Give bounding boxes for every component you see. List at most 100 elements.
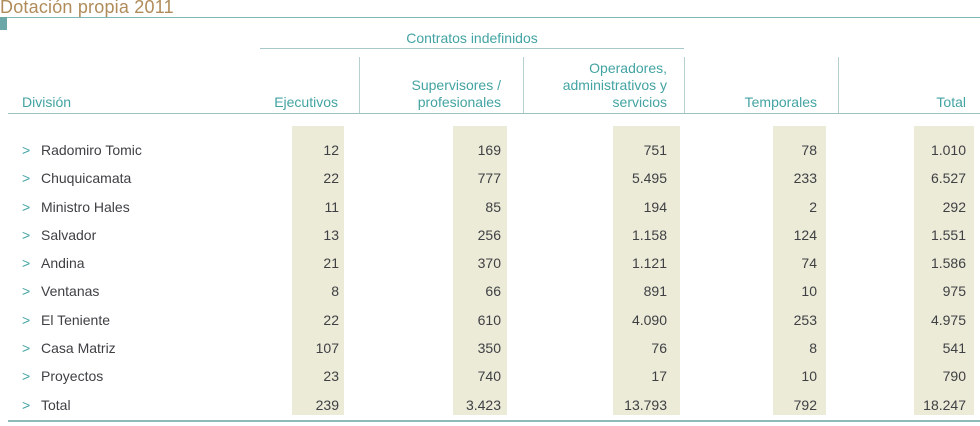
- division-name: Ministro Hales: [41, 198, 130, 215]
- cell-temporales: 233: [793, 170, 817, 187]
- row-arrow-icon: >: [22, 311, 31, 328]
- row-arrow-icon: >: [22, 255, 31, 272]
- row-arrow-icon: >: [22, 198, 31, 215]
- row-arrow-icon: >: [22, 283, 31, 300]
- column-separator: [684, 57, 685, 114]
- header-ejecutivos: Ejecutivos: [274, 94, 338, 110]
- cell-temporales: 792: [793, 396, 817, 413]
- header-operadores-line1: Operadores,: [589, 60, 667, 76]
- row-arrow-icon: >: [22, 368, 31, 385]
- table-row: > Andina 21 370 1.121 74 1.586: [0, 250, 980, 278]
- division-name: Total: [41, 396, 71, 413]
- division-name: Radomiro Tomic: [41, 142, 142, 158]
- header-rule: [8, 113, 980, 114]
- cell-total: 18.247: [923, 396, 966, 413]
- corner-tab: [0, 17, 7, 30]
- table-row: > Chuquicamata 22 777 5.495 233 6.527: [0, 165, 980, 193]
- cream-column-ejecutivos: [292, 126, 344, 415]
- cell-operadores: 1.121: [631, 255, 667, 272]
- row-arrow-icon: >: [22, 142, 31, 158]
- division-name: Salvador: [41, 226, 97, 243]
- cell-ejecutivos: 11: [324, 198, 339, 215]
- group-rule: [260, 48, 684, 49]
- table-row: > Casa Matriz 107 350 76 8 541: [0, 335, 980, 363]
- division-name: Ventanas: [41, 283, 100, 300]
- table-row: > Proyectos 23 740 17 10 790: [0, 363, 980, 391]
- header-division: División: [22, 94, 72, 110]
- cell-operadores: 891: [643, 283, 667, 300]
- table-row: > Total 239 3.423 13.793 792 18.247: [0, 392, 980, 420]
- cream-column-total: [914, 126, 974, 415]
- cell-supervisores: 370: [477, 255, 501, 272]
- cell-operadores: 13.793: [624, 396, 667, 413]
- page-title: Dotación propia 2011: [0, 0, 174, 17]
- cell-total: 292: [942, 198, 966, 215]
- cell-operadores: 4.090: [631, 311, 667, 328]
- cell-temporales: 74: [801, 255, 817, 272]
- cell-ejecutivos: 13: [323, 226, 339, 243]
- header-supervisores-line1: Supervisores /: [411, 77, 501, 93]
- cell-supervisores: 85: [485, 198, 501, 215]
- header-operadores-line2: administrativos y: [562, 77, 667, 93]
- row-arrow-icon: >: [22, 340, 31, 357]
- division-name: Chuquicamata: [41, 170, 132, 187]
- cell-total: 790: [942, 368, 966, 385]
- group-header: Contratos indefinidos: [406, 30, 538, 46]
- cell-total: 4.975: [930, 311, 966, 328]
- cell-temporales: 124: [793, 226, 817, 243]
- cell-temporales: 10: [801, 283, 817, 300]
- column-separator: [523, 57, 524, 114]
- column-separator: [359, 57, 360, 114]
- cell-ejecutivos: 22: [323, 170, 339, 187]
- table-row: > Radomiro Tomic 12 169 751 78 1.010: [0, 137, 980, 165]
- division-name: Andina: [41, 255, 85, 272]
- cell-operadores: 76: [651, 340, 667, 357]
- cream-column-supervisores: [453, 126, 507, 415]
- table-row: > Ventanas 8 66 891 10 975: [0, 278, 980, 306]
- cell-supervisores: 66: [485, 283, 501, 300]
- title-rule: [0, 17, 980, 18]
- cell-ejecutivos: 22: [323, 311, 339, 328]
- cell-operadores: 751: [643, 142, 667, 158]
- cell-supervisores: 256: [477, 226, 501, 243]
- cell-ejecutivos: 239: [315, 396, 339, 413]
- cell-temporales: 2: [809, 198, 817, 215]
- row-arrow-icon: >: [22, 396, 31, 413]
- cell-total: 6.527: [930, 170, 966, 187]
- cell-total: 1.586: [930, 255, 966, 272]
- cell-operadores: 17: [651, 368, 667, 385]
- table-row: > El Teniente 22 610 4.090 253 4.975: [0, 307, 980, 335]
- cell-supervisores: 777: [477, 170, 501, 187]
- header-operadores: Operadores, administrativos y servicios: [530, 60, 667, 111]
- cell-ejecutivos: 12: [323, 142, 339, 158]
- header-temporales: Temporales: [744, 94, 817, 110]
- cell-total: 541: [942, 340, 966, 357]
- header-total: Total: [936, 94, 966, 110]
- division-name: El Teniente: [41, 311, 111, 328]
- cream-column-operadores: [613, 126, 680, 415]
- row-arrow-icon: >: [22, 226, 31, 243]
- cell-ejecutivos: 107: [315, 340, 339, 357]
- cell-supervisores: 169: [477, 142, 501, 158]
- row-arrow-icon: >: [22, 170, 31, 187]
- cell-operadores: 5.495: [631, 170, 667, 187]
- cell-total: 975: [942, 283, 966, 300]
- cell-supervisores: 740: [477, 368, 501, 385]
- column-separator: [838, 57, 839, 114]
- table-row: > Salvador 13 256 1.158 124 1.551: [0, 222, 980, 250]
- cell-supervisores: 3.423: [465, 396, 501, 413]
- cell-temporales: 8: [809, 340, 817, 357]
- division-name: Proyectos: [41, 368, 104, 385]
- cell-ejecutivos: 8: [331, 283, 339, 300]
- cell-operadores: 194: [643, 198, 667, 215]
- cell-ejecutivos: 21: [323, 255, 339, 272]
- header-operadores-line3: servicios: [612, 94, 667, 110]
- division-name: Casa Matriz: [41, 340, 116, 357]
- cell-temporales: 253: [793, 311, 817, 328]
- cell-supervisores: 350: [477, 340, 501, 357]
- table-body: > Radomiro Tomic 12 169 751 78 1.010 > Chuquicam…: [0, 137, 980, 420]
- cell-temporales: 78: [801, 142, 817, 158]
- table-row: > Ministro Hales 11 85 194 2 292: [0, 194, 980, 222]
- cell-ejecutivos: 23: [323, 368, 339, 385]
- cell-total: 1.010: [930, 142, 966, 158]
